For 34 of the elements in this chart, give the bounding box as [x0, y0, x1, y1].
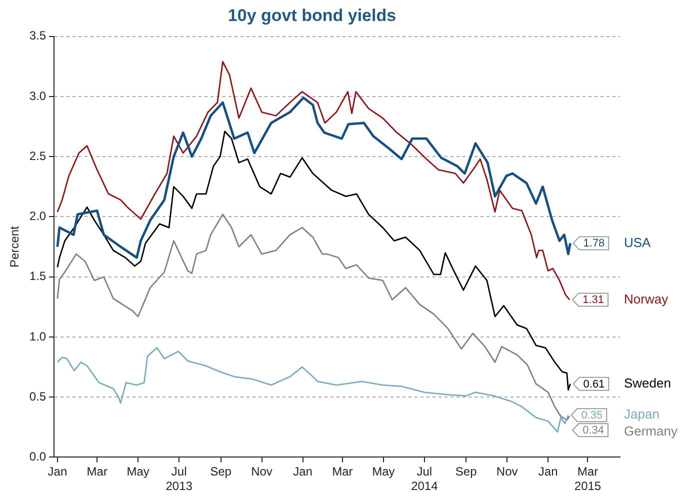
y-tick-label: 1.5 — [29, 269, 46, 284]
y-tick-label: 0.0 — [29, 450, 46, 464]
x-tick-label: Nov — [496, 464, 518, 479]
x-tick-label: May — [126, 464, 150, 479]
text: Germany — [624, 424, 678, 439]
x-tick-label: Jul 2013 — [166, 464, 193, 494]
chart-title: 10y govt bond yields — [228, 6, 396, 25]
text: Japan — [624, 406, 660, 422]
x-tick-label: Mar — [332, 464, 353, 479]
y-tick-label: 2.5 — [29, 148, 46, 163]
text: Norway — [624, 291, 669, 306]
y-axis-title: Percent — [8, 225, 22, 268]
text: Sweden — [624, 375, 671, 390]
data-label: 1.78 — [583, 238, 605, 250]
x-tick-label: Sep — [455, 464, 478, 479]
data-label: 1.31 — [582, 294, 604, 306]
data-label: 0.61 — [583, 378, 605, 390]
x-tick-label: Jan — [48, 464, 68, 479]
x-tick-label: Sep — [210, 464, 232, 479]
x-tick-label: Nov — [251, 464, 272, 479]
x-tick-label: Mar — [86, 464, 108, 479]
x-tick-label: Jan — [293, 464, 312, 479]
x-tick-label: May — [372, 464, 395, 479]
data-label: 0.34 — [582, 424, 604, 437]
y-tick-label: 3.0 — [29, 88, 46, 103]
y-tick-label: 3.5 — [29, 28, 46, 43]
x-tick-label: Mar 2015 — [574, 464, 602, 494]
y-tick-label: 0.5 — [29, 389, 46, 404]
y-tick-label: 2.0 — [29, 209, 46, 224]
x-tick-label: Jan — [538, 464, 558, 479]
text: USA — [624, 234, 652, 250]
x-tick-label: Jul 2014 — [411, 464, 438, 494]
data-label: 0.35 — [581, 410, 603, 422]
y-tick-label: 1.0 — [29, 329, 46, 344]
